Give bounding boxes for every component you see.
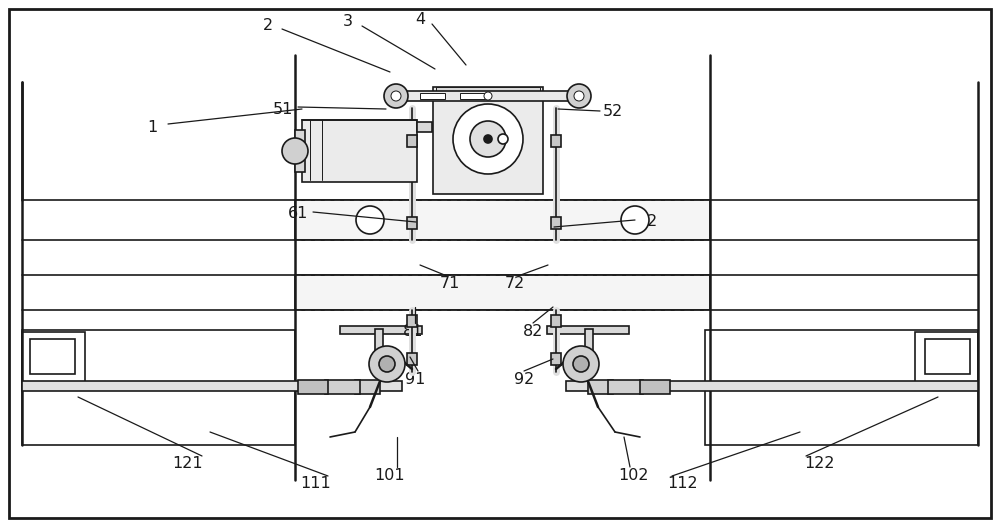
- Bar: [915, 332, 978, 382]
- Bar: [640, 380, 670, 394]
- Bar: [420, 93, 445, 99]
- Text: 62: 62: [638, 214, 658, 229]
- Text: 91: 91: [405, 372, 425, 386]
- Bar: [302, 120, 417, 182]
- Text: 3: 3: [343, 15, 353, 30]
- Circle shape: [621, 206, 649, 234]
- Bar: [355, 380, 380, 394]
- Circle shape: [498, 134, 508, 144]
- Bar: [407, 217, 417, 229]
- Bar: [551, 135, 561, 147]
- Text: 101: 101: [375, 467, 405, 483]
- Bar: [340, 326, 422, 334]
- Text: 82: 82: [523, 324, 543, 338]
- Circle shape: [484, 92, 492, 100]
- Text: 81: 81: [403, 324, 423, 338]
- Text: 122: 122: [805, 455, 835, 471]
- Circle shape: [563, 346, 599, 382]
- Circle shape: [356, 206, 384, 234]
- Text: 4: 4: [415, 13, 425, 27]
- Circle shape: [369, 346, 405, 382]
- Bar: [295, 130, 305, 172]
- Bar: [566, 381, 978, 391]
- Bar: [390, 91, 575, 101]
- Bar: [551, 353, 561, 365]
- Circle shape: [470, 121, 506, 157]
- Bar: [295, 275, 710, 310]
- Bar: [551, 315, 561, 327]
- Bar: [436, 87, 540, 97]
- Circle shape: [484, 135, 492, 143]
- Bar: [407, 315, 417, 327]
- Bar: [588, 380, 613, 394]
- Text: 92: 92: [514, 372, 534, 386]
- Bar: [407, 135, 417, 147]
- Circle shape: [282, 138, 308, 164]
- Text: 111: 111: [301, 475, 331, 491]
- Circle shape: [391, 91, 401, 101]
- Bar: [585, 329, 593, 357]
- Text: 112: 112: [668, 475, 698, 491]
- Text: 61: 61: [288, 207, 308, 221]
- Circle shape: [573, 356, 589, 372]
- Bar: [295, 200, 710, 240]
- Bar: [705, 330, 978, 445]
- Circle shape: [453, 104, 523, 174]
- Circle shape: [567, 84, 591, 108]
- Bar: [407, 353, 417, 365]
- Bar: [460, 93, 485, 99]
- Bar: [22, 332, 85, 382]
- Circle shape: [574, 91, 584, 101]
- Text: 71: 71: [440, 277, 460, 291]
- Bar: [608, 380, 643, 394]
- Text: 2: 2: [263, 17, 273, 33]
- Text: 102: 102: [619, 467, 649, 483]
- Text: 51: 51: [273, 102, 293, 116]
- Bar: [22, 330, 295, 445]
- Bar: [30, 339, 75, 374]
- Bar: [925, 339, 970, 374]
- Bar: [375, 329, 383, 357]
- Text: 72: 72: [505, 277, 525, 291]
- Circle shape: [384, 84, 408, 108]
- Bar: [547, 326, 629, 334]
- Text: 52: 52: [603, 104, 623, 120]
- Bar: [417, 122, 432, 132]
- Circle shape: [379, 356, 395, 372]
- Bar: [433, 87, 543, 194]
- Bar: [325, 380, 360, 394]
- Text: 1: 1: [147, 120, 157, 134]
- Bar: [22, 381, 402, 391]
- Bar: [298, 380, 328, 394]
- Bar: [551, 217, 561, 229]
- Text: 121: 121: [173, 455, 203, 471]
